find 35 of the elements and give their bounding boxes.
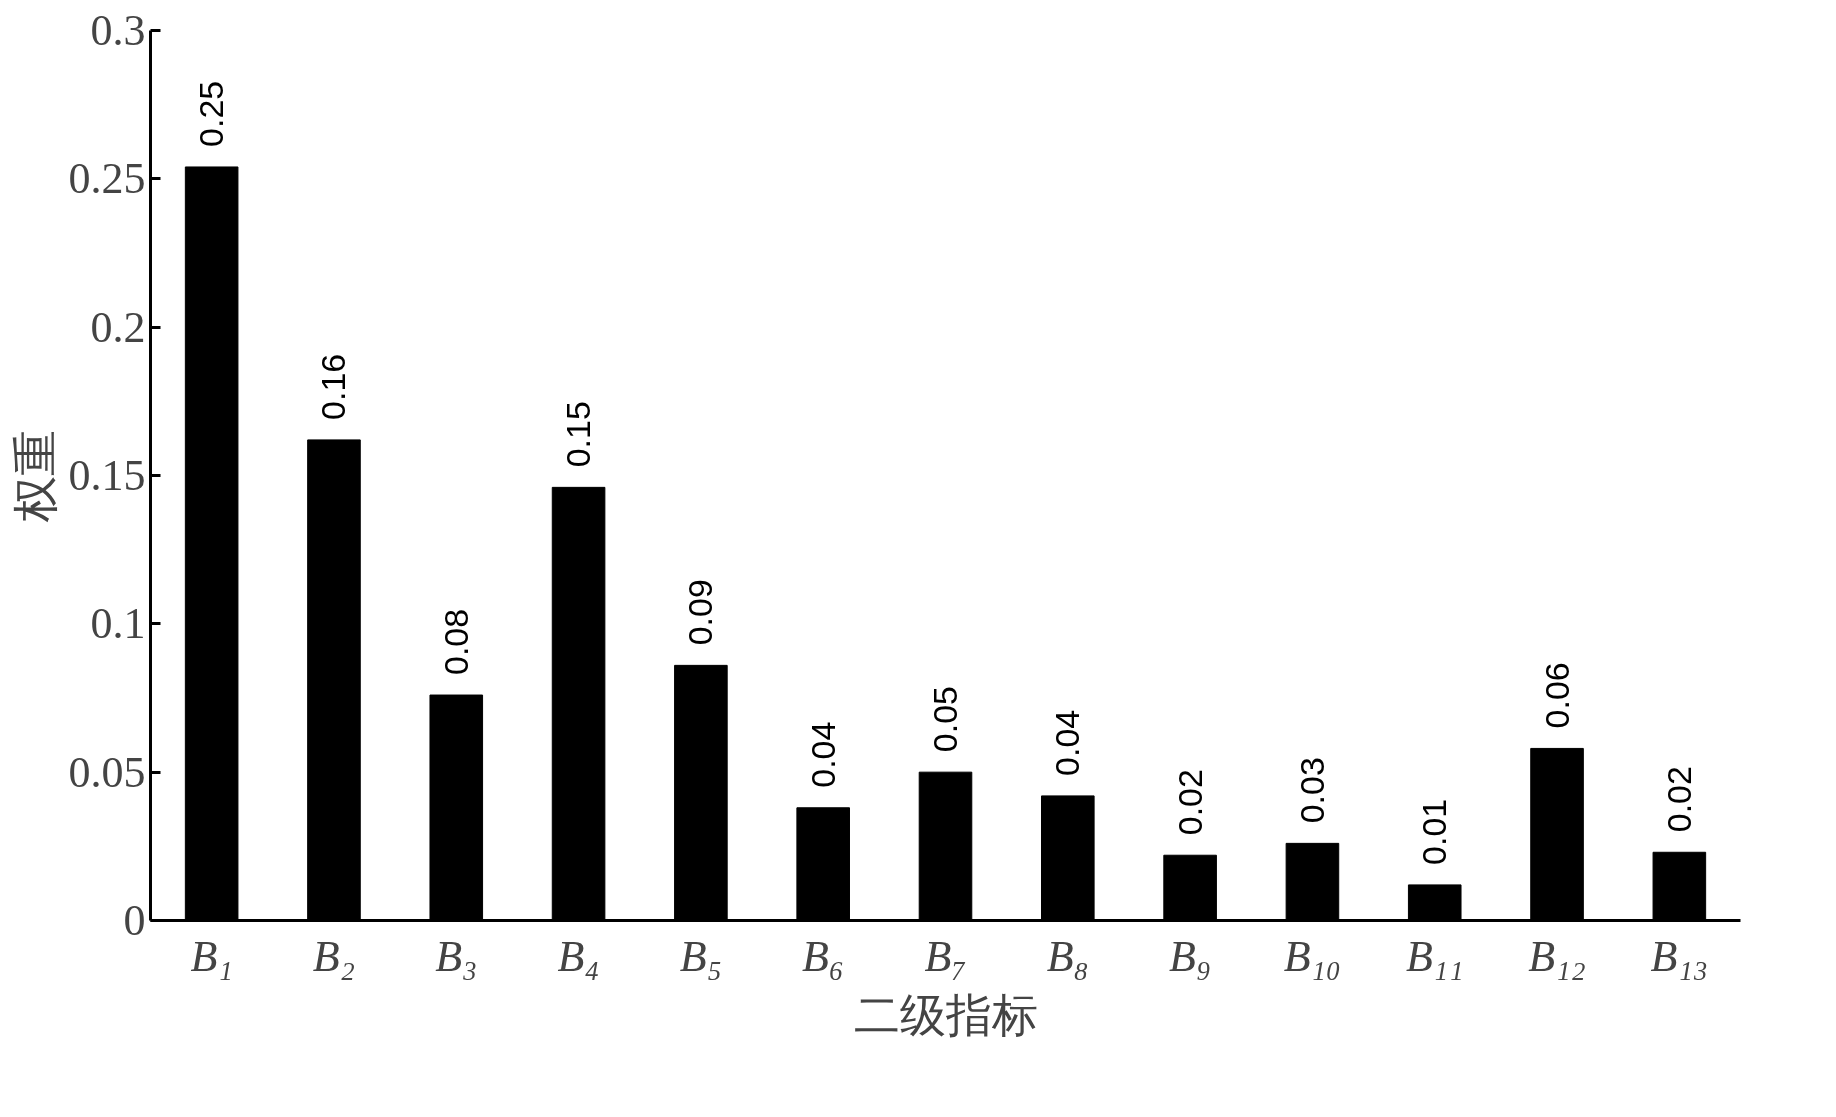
y-tick-label: 0.05 <box>68 747 146 797</box>
x-tick-label: B₁₃ <box>1650 931 1709 981</box>
data-label: 0.06 <box>1537 662 1576 729</box>
x-tick-label: B₁₂ <box>1528 931 1586 981</box>
data-label: 0.02 <box>1659 766 1698 833</box>
data-label: 0.05 <box>926 685 964 753</box>
data-label: 0.09 <box>681 579 720 646</box>
x-axis-title: 二级指标 <box>853 988 1038 1041</box>
data-label: 0.25 <box>192 80 231 147</box>
y-tick-label: 0.3 <box>90 6 146 55</box>
x-tick-label: B₅ <box>679 931 722 981</box>
data-label: 0.02 <box>1170 769 1209 836</box>
y-tick-label: 0.1 <box>90 599 146 649</box>
y-tick-label: 0.15 <box>68 451 146 500</box>
x-tick-label: B₉ <box>1169 931 1212 981</box>
x-tick-label: B₁ <box>190 931 233 981</box>
x-tick-label: B₇ <box>924 931 967 981</box>
data-label: 0.01 <box>1415 798 1454 865</box>
data-label: 0.16 <box>314 353 353 420</box>
x-tick-label: B₁₀ <box>1283 931 1342 981</box>
y-axis-title: 权重 <box>8 429 61 523</box>
x-tick-label: B₃ <box>435 931 478 981</box>
x-tick-label: B₄ <box>557 931 600 981</box>
y-tick-label: 0.2 <box>90 302 146 352</box>
x-tick-label: B₈ <box>1046 931 1089 981</box>
data-label: 0.04 <box>1048 709 1087 776</box>
data-label: 0.08 <box>436 608 475 676</box>
data-label: 0.04 <box>803 721 842 788</box>
y-tick-label: 0 <box>123 896 146 945</box>
x-tick-label: B₁₁ <box>1406 931 1464 981</box>
y-tick-label: 0.25 <box>68 154 146 204</box>
x-tick-label: B₆ <box>802 931 845 981</box>
data-label: 0.15 <box>559 401 598 468</box>
x-tick-label: B₂ <box>312 931 356 981</box>
data-label: 0.03 <box>1292 757 1331 824</box>
